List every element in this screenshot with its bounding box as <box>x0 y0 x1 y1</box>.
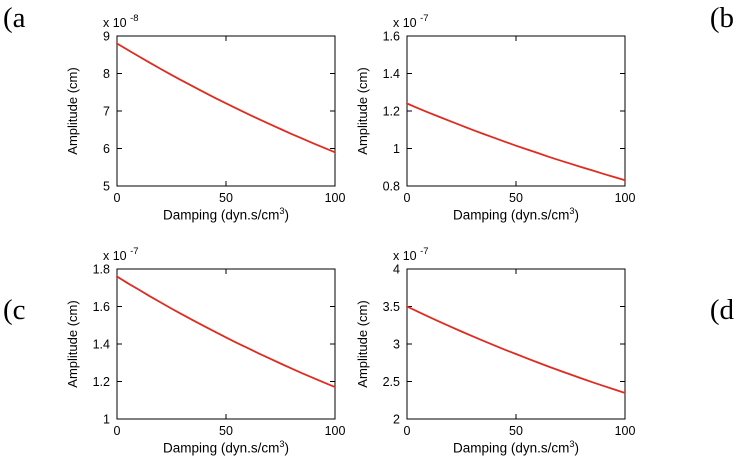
svg-text:1.4: 1.4 <box>93 338 110 352</box>
svg-text:9: 9 <box>103 30 110 44</box>
svg-text:1.8: 1.8 <box>93 263 110 277</box>
svg-text:0: 0 <box>404 424 411 438</box>
axis-exponent-label: x 10 -7 <box>393 246 429 263</box>
subplot-d: 0 50 100 2 2.5 3 3.5 4 x 10 -7 Amplitude (cm) Da… <box>345 241 645 471</box>
subplot-a: 0 50 100 5 6 7 8 9 x 10 -8 Amplitude (cm) Dampin… <box>55 8 355 238</box>
x-axis-label-suffix: ) <box>284 440 289 456</box>
plot-area-d: 0 50 100 2 2.5 3 3.5 4 x 10 -7 <box>345 241 645 471</box>
data-curve <box>116 275 336 389</box>
plot-svg: 0 50 100 5 6 7 8 9x 10 -8 <box>103 13 346 205</box>
x-axis-label-suffix: ) <box>574 207 579 223</box>
svg-text:1: 1 <box>103 413 110 427</box>
svg-text:8: 8 <box>103 67 110 81</box>
panel-label-b: (b <box>709 2 734 34</box>
x-axis-label-superscript: 3 <box>569 439 575 449</box>
data-curve <box>116 42 336 154</box>
svg-text:100: 100 <box>325 191 346 205</box>
axis-exponent-label: x 10 -8 <box>103 13 139 30</box>
svg-text:0.8: 0.8 <box>383 180 400 194</box>
svg-text:2.5: 2.5 <box>383 375 400 389</box>
svg-text:0: 0 <box>114 424 121 438</box>
data-curve <box>406 102 626 182</box>
x-axis-label-text: Damping (dyn.s/cm <box>163 207 280 223</box>
plot-svg: 0 50 100 2 2.5 3 3.5 4x 10 -7 <box>383 246 636 438</box>
plot-svg: 0 50 100 1 1.2 1.4 1.6 1.8x 10 -7 <box>93 246 346 438</box>
svg-text:50: 50 <box>509 424 523 438</box>
plot-area-b: 0 50 100 0.8 1 1.2 1.4 1.6 x 10 -7 <box>345 8 645 238</box>
x-axis-label: Damping (dyn.s/cm3) <box>97 439 355 456</box>
svg-text:0: 0 <box>404 191 411 205</box>
svg-text:6: 6 <box>103 142 110 156</box>
svg-text:1.6: 1.6 <box>383 30 400 44</box>
svg-text:1: 1 <box>393 142 400 156</box>
y-axis-label: Amplitude (cm) <box>355 67 370 155</box>
x-axis-label-text: Damping (dyn.s/cm <box>163 440 280 456</box>
svg-text:50: 50 <box>509 191 523 205</box>
svg-text:0: 0 <box>114 191 121 205</box>
x-axis-label-superscript: 3 <box>279 439 285 449</box>
svg-text:50: 50 <box>219 191 233 205</box>
plot-svg: 0 50 100 0.8 1 1.2 1.4 1.6x 10 -7 <box>383 13 636 205</box>
axis-exponent-label: x 10 -7 <box>393 13 429 30</box>
y-axis-label: Amplitude (cm) <box>355 300 370 388</box>
x-axis-label: Damping (dyn.s/cm3) <box>387 206 645 223</box>
subplot-b: 0 50 100 0.8 1 1.2 1.4 1.6 x 10 -7 Amplitude (cm… <box>345 8 645 238</box>
x-axis-label-text: Damping (dyn.s/cm <box>453 207 570 223</box>
svg-text:100: 100 <box>615 191 636 205</box>
x-axis-label-text: Damping (dyn.s/cm <box>453 440 570 456</box>
x-axis-label-superscript: 3 <box>569 206 575 216</box>
y-axis-label: Amplitude (cm) <box>65 300 80 388</box>
svg-text:1.2: 1.2 <box>383 105 400 119</box>
panel-label-c: (c <box>3 294 26 326</box>
svg-text:2: 2 <box>393 413 400 427</box>
svg-text:5: 5 <box>103 180 110 194</box>
y-axis-label: Amplitude (cm) <box>65 67 80 155</box>
svg-text:3: 3 <box>393 338 400 352</box>
svg-text:7: 7 <box>103 105 110 119</box>
axis-exponent-label: x 10 -7 <box>103 246 139 263</box>
panel-label-a: (a <box>3 2 26 34</box>
svg-text:1.6: 1.6 <box>93 300 110 314</box>
data-curve <box>406 305 626 394</box>
svg-text:100: 100 <box>615 424 636 438</box>
x-axis-label: Damping (dyn.s/cm3) <box>97 206 355 223</box>
x-axis-label-suffix: ) <box>284 207 289 223</box>
svg-text:3.5: 3.5 <box>383 300 400 314</box>
x-axis-label: Damping (dyn.s/cm3) <box>387 439 645 456</box>
plot-area-a: 0 50 100 5 6 7 8 9 x 10 -8 <box>55 8 355 238</box>
svg-text:50: 50 <box>219 424 233 438</box>
subplot-c: 0 50 100 1 1.2 1.4 1.6 1.8 x 10 -7 Amplitude (cm… <box>55 241 355 471</box>
x-axis-label-superscript: 3 <box>279 206 285 216</box>
plot-area-c: 0 50 100 1 1.2 1.4 1.6 1.8 x 10 -7 <box>55 241 355 471</box>
svg-text:1.4: 1.4 <box>383 67 400 81</box>
x-axis-label-suffix: ) <box>574 440 579 456</box>
svg-text:4: 4 <box>393 263 400 277</box>
svg-text:100: 100 <box>325 424 346 438</box>
svg-text:1.2: 1.2 <box>93 375 110 389</box>
panel-label-d: (d <box>709 294 734 326</box>
